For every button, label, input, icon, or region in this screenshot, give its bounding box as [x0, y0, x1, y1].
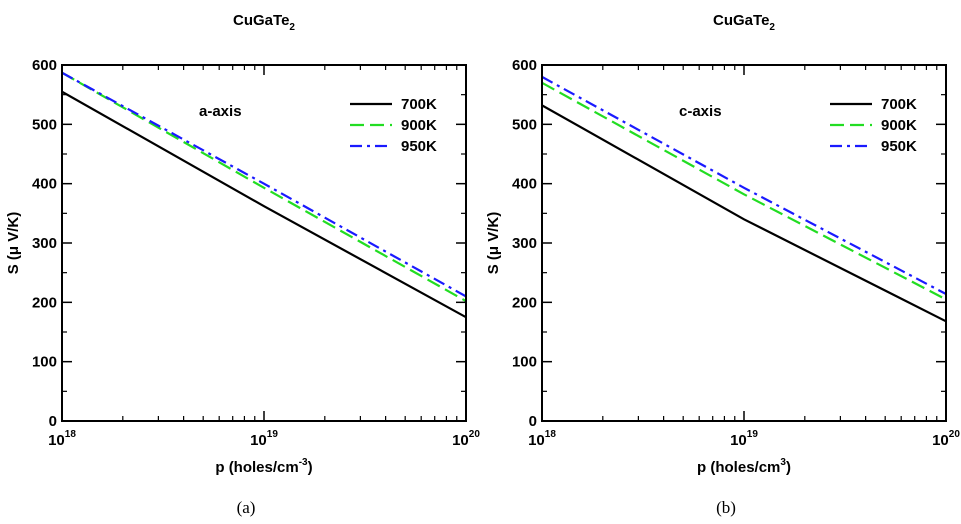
panel-caption: (a)	[237, 498, 256, 517]
chart-title: CuGaTe2	[713, 12, 775, 33]
y-tick-label: 100	[512, 354, 537, 371]
y-tick-label: 500	[512, 116, 537, 133]
x-tick-label: 1020	[932, 429, 960, 449]
series-line-700K	[62, 90, 466, 319]
x-tick-label: 1019	[250, 429, 278, 449]
x-axis-label: p (holes/cm3)	[697, 457, 791, 476]
y-tick-label: 0	[49, 413, 57, 430]
y-tick-label: 600	[32, 57, 57, 74]
series-line-900K	[542, 81, 946, 301]
y-tick-label: 300	[32, 235, 57, 252]
y-tick-label: 400	[32, 176, 57, 193]
legend-label-900K: 900K	[881, 117, 917, 134]
chart-title: CuGaTe2	[233, 12, 295, 33]
chart-panel-b: CuGaTe2 0 100 200 300 400 500 600 1018 1019 1020 p …	[485, 12, 960, 517]
series-line-700K	[542, 104, 946, 323]
y-axis-label: S (μ V/K)	[485, 212, 502, 275]
series-line-950K	[542, 75, 946, 295]
x-axis-label: p (holes/cm-3)	[215, 457, 312, 476]
panel-caption: (b)	[716, 498, 736, 517]
legend-label-700K: 700K	[401, 96, 437, 113]
legend-label-700K: 700K	[881, 96, 917, 113]
axis-annotation: c-axis	[679, 103, 722, 120]
x-tick-label: 1018	[48, 429, 76, 449]
y-tick-label: 600	[512, 57, 537, 74]
series-line-900K	[62, 71, 466, 303]
y-axis-label: S (μ V/K)	[5, 212, 22, 275]
y-tick-label: 200	[32, 294, 57, 311]
chart-panel-a: CuGaTe2 0 100 200 300 400 500 600 1018 1019 1020 p …	[5, 12, 480, 517]
y-tick-label: 100	[32, 354, 57, 371]
axis-annotation: a-axis	[199, 103, 242, 120]
x-tick-label: 1020	[452, 429, 480, 449]
y-tick-label: 0	[529, 413, 537, 430]
legend-label-950K: 950K	[881, 138, 917, 155]
y-tick-label: 300	[512, 235, 537, 252]
x-tick-label: 1019	[730, 429, 758, 449]
x-tick-label: 1018	[528, 429, 556, 449]
legend-label-950K: 950K	[401, 138, 437, 155]
y-tick-label: 200	[512, 294, 537, 311]
y-tick-label: 500	[32, 116, 57, 133]
legend-label-900K: 900K	[401, 117, 437, 134]
series-line-950K	[62, 71, 466, 298]
y-tick-label: 400	[512, 176, 537, 193]
